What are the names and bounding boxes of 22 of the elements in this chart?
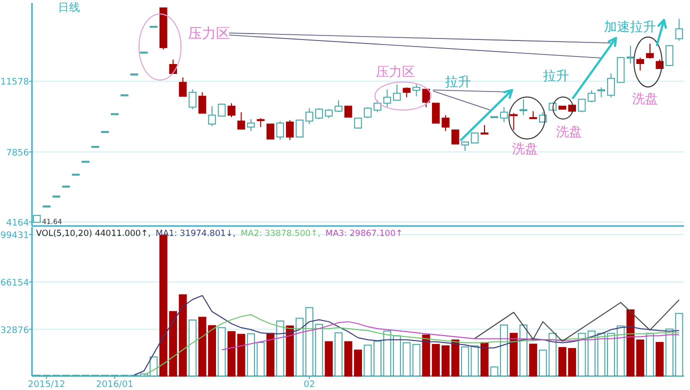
text: MA1: 31974.801↓, <box>156 229 236 239</box>
annotation: 拉升 <box>445 75 471 90</box>
annotation: 压力区 <box>188 26 230 42</box>
y-tick-label: 11578 <box>0 78 30 88</box>
annotation: 洗盘 <box>556 125 582 140</box>
chart-title: VOL(5,10,20) 44011.000↑, <box>36 229 151 239</box>
y-tick-label: 66154 <box>0 278 30 288</box>
x-tick-label: 02 <box>304 380 316 390</box>
annotation: 洗盘 <box>632 92 658 107</box>
y-tick-label: 4164 <box>6 218 30 228</box>
y-tick-label: 32876 <box>0 326 30 336</box>
annotation: 加速拉升 <box>604 20 656 35</box>
y-tick-label: 99431 <box>0 231 29 242</box>
annotation: 拉升 <box>543 69 569 84</box>
annotation: 洗盘 <box>512 142 538 157</box>
x-tick-label: 2016/01 <box>96 380 134 390</box>
x-tick-label: 2015/12 <box>28 380 66 390</box>
text: MA2: 33878.500↑, <box>240 229 321 239</box>
text: MA3: 29867.100↑ <box>326 229 403 239</box>
annotation: 日线 <box>58 1 80 14</box>
annotation: 压力区 <box>376 65 415 80</box>
y-tick-label: 7856 <box>6 148 30 158</box>
